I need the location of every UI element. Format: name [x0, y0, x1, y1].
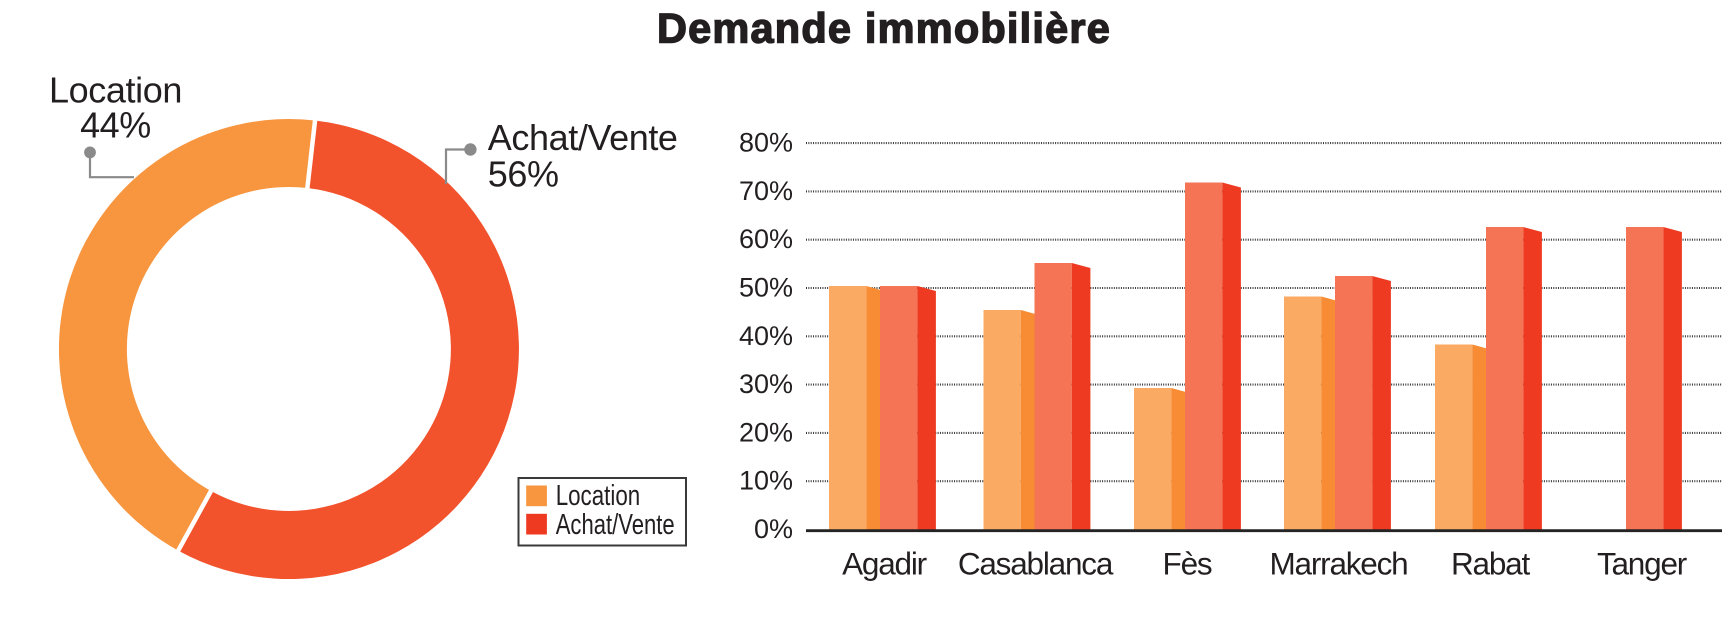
- svg-text:30%: 30%: [739, 369, 793, 399]
- svg-text:Achat/Vente: Achat/Vente: [488, 117, 678, 158]
- svg-text:Fès: Fès: [1163, 546, 1212, 582]
- svg-text:Location: Location: [49, 70, 182, 111]
- svg-text:Marrakech: Marrakech: [1270, 546, 1408, 582]
- svg-text:Demande immobilière: Demande immobilière: [657, 5, 1111, 52]
- svg-text:Achat/Vente: Achat/Vente: [556, 509, 675, 541]
- svg-text:Location: Location: [556, 480, 641, 512]
- svg-text:50%: 50%: [739, 273, 793, 303]
- svg-text:60%: 60%: [739, 224, 793, 254]
- svg-text:56%: 56%: [488, 154, 559, 195]
- svg-text:44%: 44%: [80, 104, 151, 145]
- svg-text:Rabat: Rabat: [1451, 546, 1531, 582]
- svg-text:Agadir: Agadir: [842, 546, 927, 582]
- svg-text:Tanger: Tanger: [1597, 546, 1687, 582]
- svg-text:0%: 0%: [754, 514, 793, 544]
- svg-text:70%: 70%: [739, 176, 793, 206]
- svg-text:Casablanca: Casablanca: [958, 546, 1114, 582]
- svg-text:80%: 80%: [739, 128, 793, 158]
- svg-text:20%: 20%: [739, 417, 793, 447]
- svg-text:10%: 10%: [739, 466, 793, 496]
- svg-text:40%: 40%: [739, 321, 793, 351]
